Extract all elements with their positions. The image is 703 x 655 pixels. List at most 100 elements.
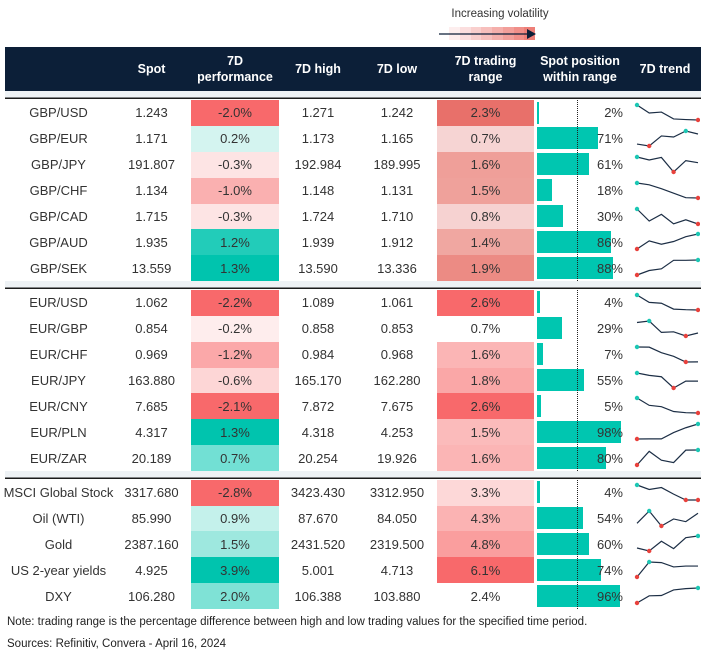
- low-value: 19.926: [377, 450, 417, 466]
- table-row[interactable]: Oil (WTI) 85.990 0.9% 87.670 84.050 4.3% 54%: [5, 505, 701, 532]
- instrument-label: GBP/EUR: [29, 131, 88, 147]
- sparkline-min-dot: [695, 117, 700, 123]
- spot-position-bar: [537, 369, 585, 391]
- sparkline-line: [636, 130, 699, 147]
- spot-position-bar: [537, 420, 622, 443]
- table-row[interactable]: EUR/JPY 163.880 -0.6% 165.170 162.280 1.8% 55%: [5, 367, 701, 394]
- performance-cell: -2.1%: [191, 393, 279, 420]
- performance-cell: 1.2%: [191, 229, 279, 256]
- table-row[interactable]: DXY 106.280 2.0% 106.388 103.880 2.4% 96%: [5, 583, 701, 610]
- sparkline-line: [636, 561, 698, 578]
- sparkline-line: [636, 259, 699, 276]
- sparkline-line: [636, 509, 699, 527]
- sparkline-min-dot: [683, 497, 688, 502]
- header-7d-low[interactable]: 7D low: [376, 62, 418, 76]
- spot-value: 1.715: [135, 209, 168, 224]
- sparkline-max-dot: [695, 258, 700, 263]
- table-row[interactable]: GBP/JPY 191.807 -0.3% 192.984 189.995 1.6% 61%: [5, 151, 701, 178]
- sparkline-max-dot: [647, 318, 652, 323]
- low-value: 189.995: [373, 157, 421, 173]
- trading-range-cell: 1.5%: [437, 177, 534, 204]
- spot-position-bar: [537, 230, 611, 253]
- trading-range-cell: 4.3%: [437, 505, 534, 532]
- spot-position-cell: 18%: [537, 178, 623, 204]
- low-value: 1.242: [380, 105, 414, 121]
- performance-cell: -2.2%: [191, 289, 279, 316]
- table-row[interactable]: EUR/GBP 0.854 -0.2% 0.858 0.853 0.7% 29%: [5, 315, 701, 342]
- spot-value: 3317.680: [124, 485, 179, 501]
- trend-sparkline: [630, 531, 700, 557]
- table-row[interactable]: Gold 2387.160 1.5% 2431.520 2319.500 4.8% 60%: [5, 531, 701, 558]
- high-value: 1.724: [301, 209, 335, 224]
- performance-cell: 0.2%: [191, 125, 279, 152]
- table-row[interactable]: GBP/CHF 1.134 -1.0% 1.148 1.131 1.5% 18%: [5, 177, 701, 204]
- header-spot[interactable]: Spot: [137, 62, 166, 76]
- low-value: 1.165: [380, 131, 414, 147]
- table-row[interactable]: GBP/AUD 1.935 1.2% 1.939 1.912 1.4% 86%: [5, 229, 701, 256]
- table-row[interactable]: GBP/EUR 1.171 0.2% 1.173 1.165 0.7% 71%: [5, 125, 701, 152]
- trend-sparkline: [630, 393, 700, 419]
- table-row[interactable]: EUR/CNY 7.685 -2.1% 7.872 7.675 2.6% 5%: [5, 393, 701, 420]
- trend-sparkline: [630, 480, 700, 506]
- sparkline-min-dot: [683, 333, 688, 338]
- sparkline-line: [636, 397, 699, 414]
- header-spot-position[interactable]: Spot position within range: [540, 54, 620, 84]
- table-row[interactable]: US 2-year yields 4.925 3.9% 5.001 4.713 6.1% 7…: [5, 557, 701, 584]
- sparkline-max-dot: [695, 422, 700, 427]
- trend-sparkline: [630, 419, 700, 445]
- table-row[interactable]: EUR/CHF 0.969 -1.2% 0.984 0.968 1.6% 7%: [5, 341, 701, 368]
- sparkline-min-dot: [671, 385, 676, 390]
- trading-range-cell: 0.7%: [437, 125, 534, 152]
- table-row[interactable]: GBP/USD 1.243 -2.0% 1.271 1.242 2.3% 2%: [5, 100, 701, 126]
- sparkline-line: [636, 449, 699, 466]
- low-value: 3312.950: [369, 485, 425, 501]
- sparkline-min-dot: [634, 462, 640, 468]
- header-7d-trading-range[interactable]: 7D trading range: [454, 54, 517, 84]
- group-separator: [5, 91, 701, 100]
- sparkline-chart: [634, 586, 700, 606]
- performance-cell: 1.3%: [191, 419, 279, 446]
- sparkline-min-dot: [647, 143, 652, 149]
- table-row[interactable]: GBP/CAD 1.715 -0.3% 1.724 1.710 0.8% 30%: [5, 203, 701, 230]
- sparkline-min-dot: [695, 195, 700, 200]
- performance-cell: -2.8%: [191, 479, 279, 506]
- sparkline-chart: [636, 534, 700, 554]
- sparkline-min-dot: [683, 359, 688, 364]
- low-value: 0.968: [380, 347, 414, 363]
- sparkline-line: [636, 371, 698, 389]
- trading-range-cell: 0.8%: [437, 203, 534, 230]
- spot-position-percent: 2%: [604, 105, 623, 121]
- trading-range-cell: 1.6%: [437, 151, 534, 178]
- table-row[interactable]: MSCI Global Stock 3317.680 -2.8% 3423.430 33…: [4, 479, 701, 506]
- spot-position-cell: 98%: [537, 419, 623, 445]
- spot-value: 163.880: [128, 372, 175, 388]
- spot-position-cell: 7%: [537, 342, 623, 368]
- low-value: 84.050: [377, 510, 417, 526]
- sparkline-chart: [634, 447, 700, 468]
- trading-range-cell: 2.6%: [437, 289, 534, 316]
- sparkline-line: [636, 156, 699, 173]
- spot-position-bar: [537, 179, 553, 202]
- sparkline-line: [636, 104, 699, 121]
- spot-position-bar: [537, 446, 606, 469]
- table-row[interactable]: GBP/SEK 13.559 1.3% 13.590 13.336 1.9% 88%: [5, 255, 701, 282]
- table-row[interactable]: EUR/ZAR 20.189 0.7% 20.254 19.926 1.6% 80%: [5, 445, 701, 472]
- low-value: 7.675: [380, 398, 414, 414]
- trend-sparkline: [630, 557, 700, 583]
- group-separator: [5, 281, 701, 290]
- sparkline-chart: [634, 396, 700, 416]
- header-7d-trend[interactable]: 7D trend: [639, 62, 691, 76]
- header-7d-high[interactable]: 7D high: [295, 62, 341, 76]
- sparkline-max-dot: [695, 586, 700, 591]
- table-row[interactable]: EUR/PLN 4.317 1.3% 4.318 4.253 1.5% 98%: [5, 419, 701, 446]
- high-value: 0.858: [301, 321, 335, 337]
- header-7d-performance[interactable]: 7D performance: [197, 54, 273, 84]
- trend-sparkline: [630, 583, 700, 609]
- sparkline-max-dot: [634, 292, 640, 298]
- spot-position-percent: 54%: [596, 510, 623, 526]
- performance-cell: -1.0%: [191, 177, 279, 204]
- sparkline-line: [636, 484, 698, 501]
- table-row[interactable]: EUR/USD 1.062 -2.2% 1.089 1.061 2.6% 4%: [5, 289, 701, 316]
- trading-range-cell: 1.6%: [437, 445, 534, 472]
- spot-position-percent: 61%: [596, 157, 623, 173]
